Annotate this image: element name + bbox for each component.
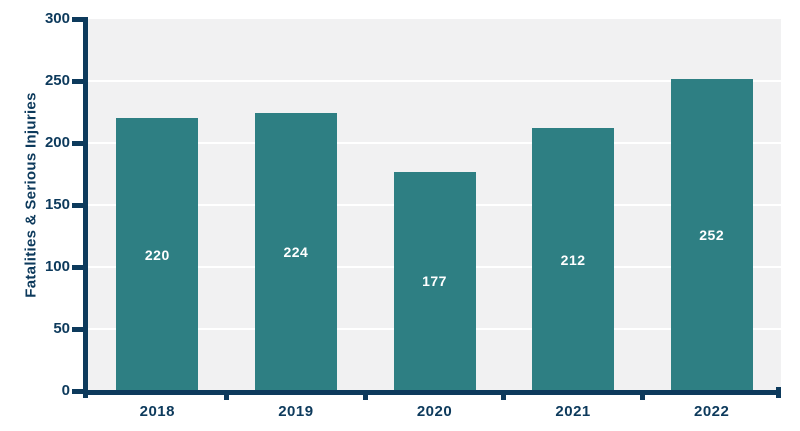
y-tick-150 <box>72 202 83 208</box>
x-axis-line <box>83 390 781 395</box>
x-axis-label-2022: 2022 <box>694 403 730 420</box>
bar-value-label: 252 <box>699 226 725 243</box>
x-axis-tick <box>362 391 368 400</box>
x-axis-label-2020: 2020 <box>416 403 453 420</box>
x-axis-tick <box>224 391 230 400</box>
bar-value-label: 177 <box>422 273 447 290</box>
bar-2019 <box>254 113 337 391</box>
bar-2020 <box>393 171 476 391</box>
y-axis-line <box>83 17 88 398</box>
bar-value-label: 224 <box>283 244 309 261</box>
gridline-250 <box>88 80 781 82</box>
y-tick-label: 100 <box>44 258 70 275</box>
bar-2018 <box>116 118 199 391</box>
x-axis-end-tick <box>776 387 781 398</box>
y-tick-300 <box>72 16 83 22</box>
y-tick-100 <box>72 264 83 270</box>
x-axis-label-2021: 2021 <box>555 403 591 420</box>
y-tick-50 <box>72 326 83 332</box>
bar-value-label: 220 <box>144 246 170 263</box>
y-tick-0 <box>72 388 83 394</box>
y-tick-label: 200 <box>44 134 70 151</box>
y-tick-label: 50 <box>53 320 70 337</box>
x-axis-label-2018: 2018 <box>139 403 175 420</box>
gridline-200 <box>88 142 781 144</box>
y-tick-200 <box>72 140 83 146</box>
y-tick-250 <box>72 78 83 84</box>
bar-2021 <box>532 128 615 391</box>
x-axis-label-2019: 2019 <box>278 403 314 420</box>
y-tick-label: 150 <box>44 196 70 213</box>
bar-value-label: 212 <box>560 251 586 268</box>
x-axis-tick <box>501 391 507 400</box>
y-tick-label: 250 <box>44 72 70 89</box>
y-axis-title: Fatalities & Serious Injuries <box>22 92 40 298</box>
bar-2022 <box>670 78 753 391</box>
y-tick-label: 0 <box>61 382 70 399</box>
y-tick-label: 300 <box>44 10 70 27</box>
x-axis-tick <box>639 391 645 400</box>
